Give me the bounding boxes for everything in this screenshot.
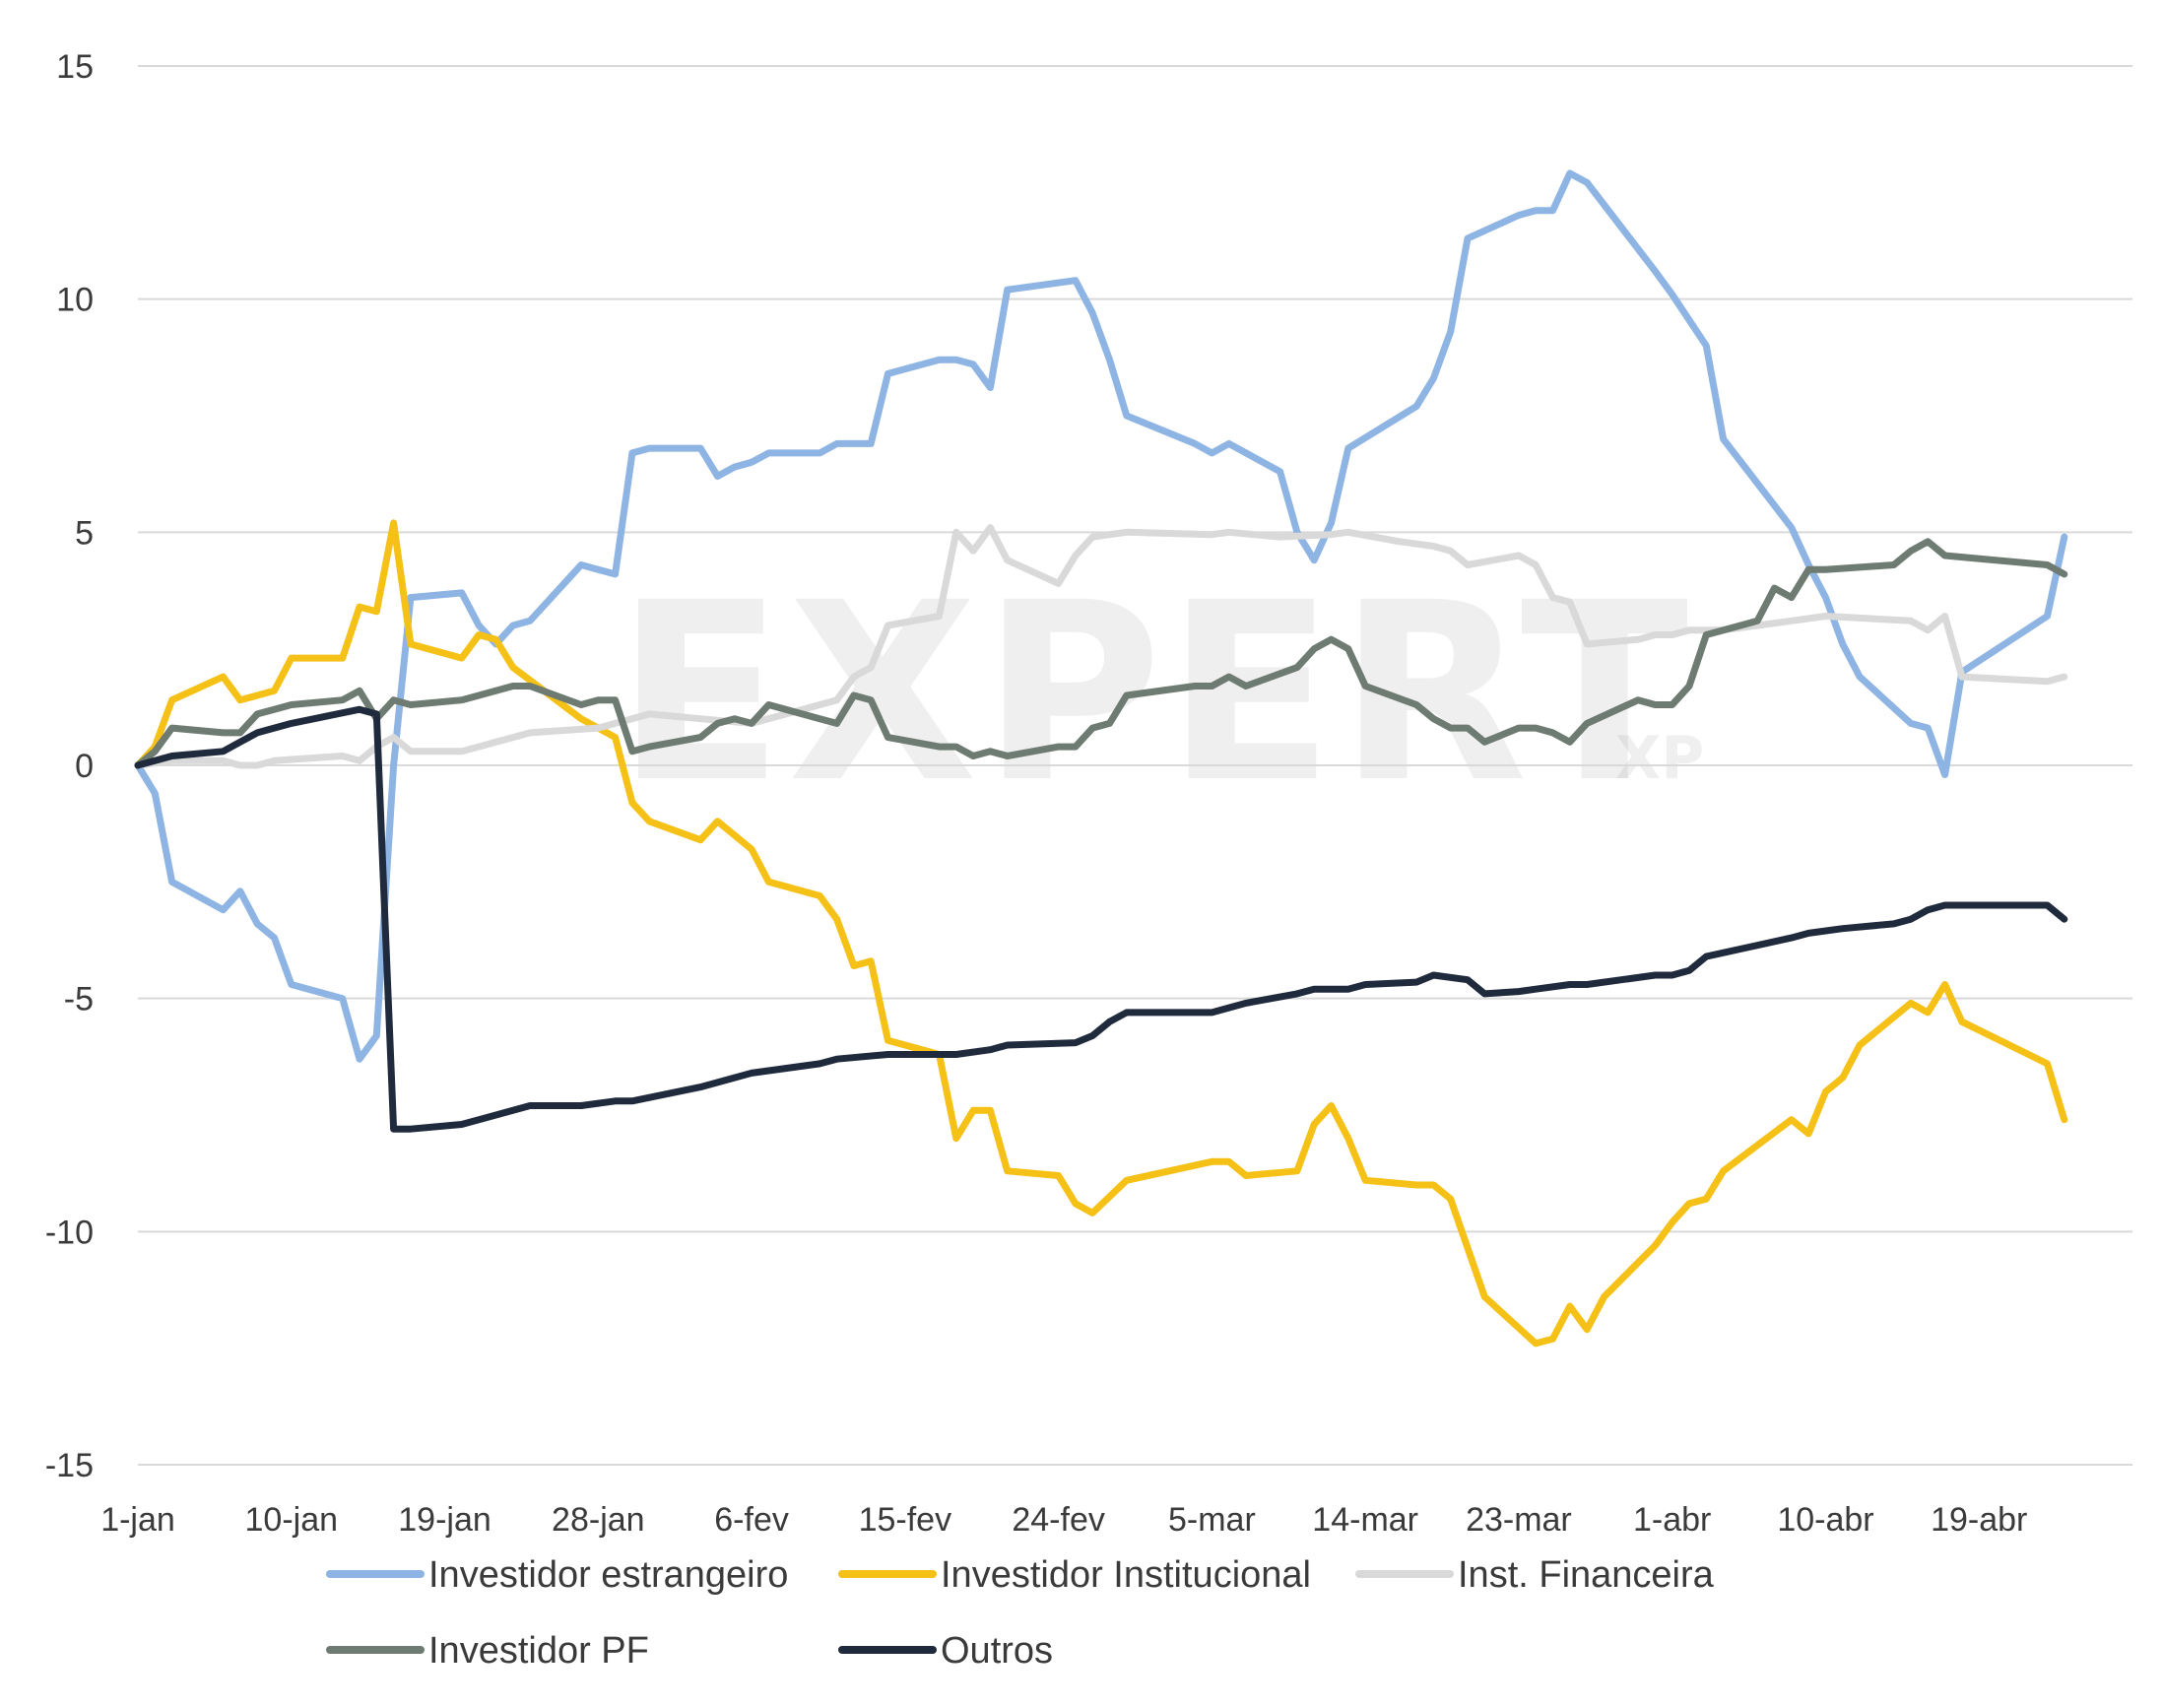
x-axis-tick-labels: 1-jan 10-jan 19-jan 28-jan 6-fev 15-fev 24-fev… — [100, 1501, 2027, 1539]
x-tick-label: 14-mar — [1312, 1501, 1418, 1539]
legend-label: Inst. Financeira — [1458, 1554, 1715, 1596]
series-line — [134, 538, 2068, 769]
x-tick-label: 1-jan — [100, 1501, 175, 1539]
y-tick-label: 15 — [56, 48, 94, 86]
series-line — [134, 519, 2068, 1347]
x-tick-label: 6-fev — [714, 1501, 789, 1539]
series-line — [134, 705, 2068, 1133]
x-tick-label: 10-abr — [1777, 1501, 1873, 1539]
x-tick-label: 23-mar — [1466, 1501, 1572, 1539]
y-tick-label: -15 — [45, 1447, 94, 1484]
y-tick-label: 5 — [75, 514, 94, 552]
legend-label: Outros — [941, 1630, 1053, 1672]
series-line — [134, 524, 2068, 769]
y-tick-label: 0 — [75, 748, 94, 785]
legend: Investidor estrangeiro Investidor Institu… — [326, 1554, 1715, 1672]
y-tick-label: -10 — [45, 1214, 94, 1251]
gridlines — [138, 65, 2132, 1466]
x-tick-label: 15-fev — [859, 1501, 952, 1539]
series-lines — [134, 169, 2068, 1347]
x-tick-label: 24-fev — [1012, 1501, 1105, 1539]
x-tick-label: 5-mar — [1168, 1501, 1256, 1539]
legend-label: Investidor estrangeiro — [428, 1554, 788, 1596]
x-tick-label: 19-jan — [398, 1501, 491, 1539]
watermark-subtext: XP — [1615, 724, 1704, 793]
y-axis-tick-labels: -15 -10 -5 0 5 10 15 — [45, 48, 94, 1484]
legend-label: Investidor Institucional — [941, 1554, 1311, 1596]
legend-label: Investidor PF — [428, 1630, 649, 1672]
x-tick-label: 1-abr — [1633, 1501, 1711, 1539]
y-tick-label: -5 — [64, 981, 94, 1018]
x-tick-label: 19-abr — [1931, 1501, 2027, 1539]
x-tick-label: 28-jan — [552, 1501, 645, 1539]
y-tick-label: 10 — [56, 282, 94, 319]
x-tick-label: 10-jan — [245, 1501, 339, 1539]
series-line — [134, 169, 2068, 1063]
